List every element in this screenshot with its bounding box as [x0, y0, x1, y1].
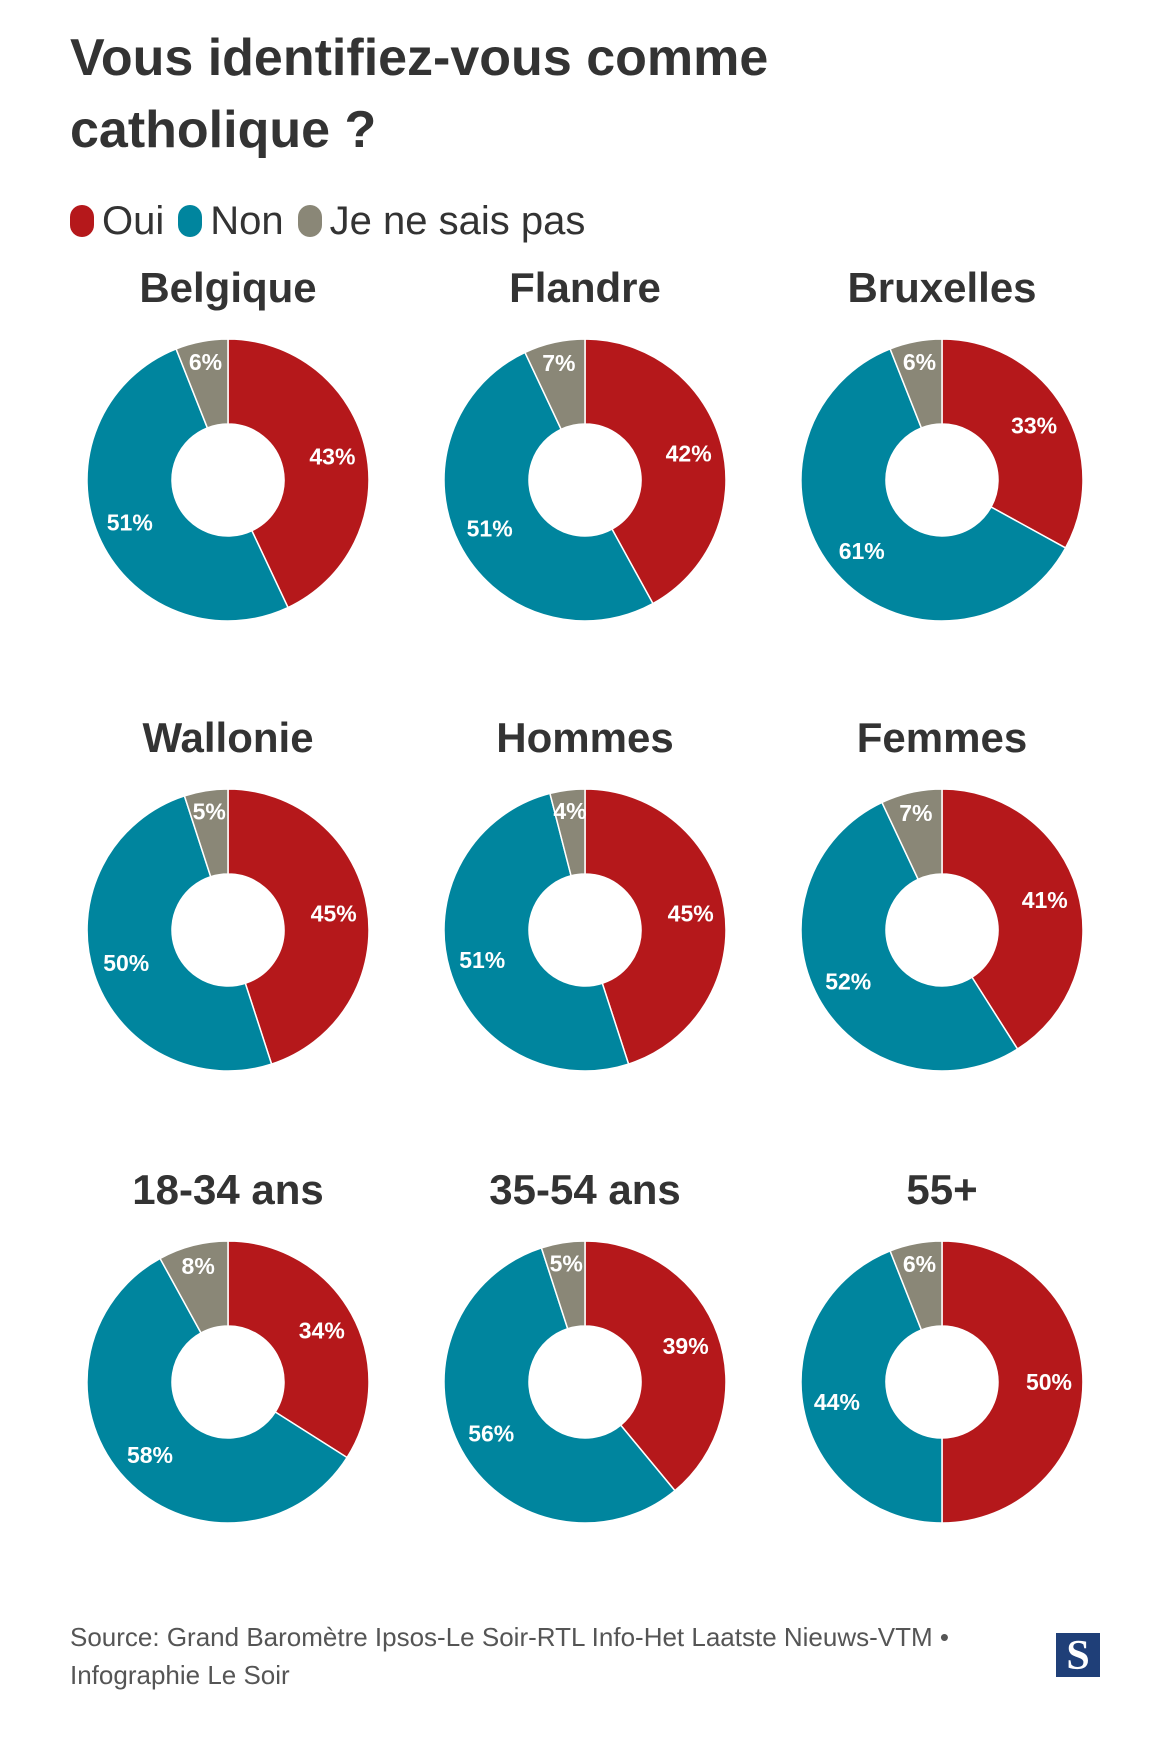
donut-slice-nsp	[549, 788, 586, 877]
donut-title: 35-54 ans	[489, 1166, 681, 1213]
donut-slice-oui	[227, 788, 370, 1066]
legend-item-oui: Oui	[70, 199, 164, 244]
donut-svg: 34% 58% 8%	[86, 1240, 370, 1524]
donut-svg: 45% 51% 4%	[443, 788, 727, 1072]
slice-label-non: 51%	[107, 509, 153, 535]
donut-slice-non	[800, 347, 1067, 622]
donut-slice-oui	[941, 338, 1084, 549]
donut-slice-oui	[941, 788, 1084, 1051]
donut-chart-55-plus: 55+ 50% 44% 6%	[762, 1162, 1122, 1542]
donut-svg: 50% 44% 6%	[800, 1240, 1084, 1524]
legend-swatch-oui	[70, 205, 94, 237]
legend-item-nsp: Je ne sais pas	[297, 198, 586, 244]
donut-title: Flandre	[509, 264, 661, 311]
slice-label-nsp: 5%	[193, 798, 226, 824]
legend-swatch-nsp	[297, 205, 322, 237]
donut-slice-oui	[584, 1240, 727, 1492]
donut-chart-flandre: Flandre 42% 51% 7%	[405, 260, 765, 640]
donut-slice-oui	[941, 1240, 1084, 1524]
donut-slice-oui	[584, 338, 727, 605]
donut-chart-femmes: Femmes 41% 52% 7%	[762, 710, 1122, 1090]
slice-label-nsp: 6%	[903, 349, 936, 375]
slice-label-non: 51%	[467, 516, 513, 542]
donut-svg: 41% 52% 7%	[800, 788, 1084, 1072]
donut-chart-belgique: Belgique 43% 51% 6%	[48, 260, 408, 640]
donut-svg: 39% 56% 5%	[443, 1240, 727, 1524]
donut-title: Wallonie	[142, 714, 314, 761]
donut-chart-hommes: Hommes 45% 51% 4%	[405, 710, 765, 1090]
slice-label-oui: 42%	[666, 440, 712, 466]
donut-slice-nsp	[523, 338, 586, 431]
donut-slice-nsp	[889, 1240, 943, 1331]
donut-title: 55+	[906, 1166, 978, 1213]
donut-svg: 33% 61% 6%	[800, 338, 1084, 622]
slice-label-non: 61%	[839, 538, 885, 564]
donut-slice-nsp	[540, 1240, 586, 1330]
donut-title: 18-34 ans	[132, 1166, 324, 1213]
donut-chart-18-34: 18-34 ans 34% 58% 8%	[48, 1162, 408, 1542]
slice-label-oui: 45%	[668, 900, 714, 926]
slice-label-non: 50%	[103, 950, 149, 976]
donut-chart-35-54: 35-54 ans 39% 56% 5%	[405, 1162, 765, 1542]
donut-slice-non	[800, 1249, 943, 1524]
donut-slice-oui	[227, 1240, 370, 1459]
donut-slice-oui	[227, 338, 370, 609]
donut-slice-nsp	[159, 1240, 229, 1334]
slice-label-non: 56%	[468, 1421, 514, 1447]
source-note: Source: Grand Baromètre Ipsos-Le Soir-RT…	[70, 1622, 949, 1690]
donut-chart-bruxelles: Bruxelles 33% 61% 6%	[762, 260, 1122, 640]
slice-label-oui: 45%	[311, 900, 357, 926]
donut-slice-nsp	[880, 788, 943, 881]
donut-slice-non	[86, 794, 273, 1072]
donut-slice-non	[86, 347, 290, 622]
slice-label-nsp: 7%	[899, 800, 932, 826]
legend-item-non: Non	[178, 198, 284, 244]
slice-label-nsp: 8%	[182, 1253, 215, 1279]
legend-label-non: Non	[210, 198, 284, 243]
donut-title: Belgique	[139, 264, 317, 311]
donut-svg: 43% 51% 6%	[86, 338, 370, 622]
le-soir-logo: S	[1056, 1633, 1100, 1679]
slice-label-non: 52%	[825, 969, 871, 995]
donut-slice-non	[443, 351, 654, 622]
donut-slice-non	[86, 1257, 349, 1524]
slice-label-non: 44%	[814, 1389, 860, 1415]
legend-label-nsp: Je ne sais pas	[329, 198, 586, 243]
slice-label-nsp: 6%	[903, 1251, 936, 1277]
slice-label-oui: 50%	[1026, 1369, 1072, 1395]
donut-svg: 42% 51% 7%	[443, 338, 727, 622]
slice-label-oui: 39%	[663, 1333, 709, 1359]
legend-label-oui: Oui	[102, 198, 165, 243]
donut-title: Hommes	[496, 714, 674, 761]
donut-slice-nsp	[889, 338, 943, 429]
donut-slice-non	[443, 1246, 676, 1524]
donut-chart-wallonie: Wallonie 45% 50% 5%	[48, 710, 408, 1090]
slice-label-non: 58%	[127, 1442, 173, 1468]
legend-swatch-non	[178, 205, 203, 237]
donut-slice-oui	[584, 788, 727, 1066]
donut-slice-non	[443, 792, 630, 1072]
slice-label-nsp: 5%	[550, 1250, 583, 1276]
chart-title: Vous identifiez-vous comme catholique ?	[70, 29, 769, 159]
slice-label-oui: 33%	[1011, 413, 1057, 439]
donut-svg: 45% 50% 5%	[86, 788, 370, 1072]
donut-title: Femmes	[856, 714, 1028, 761]
slice-label-oui: 41%	[1022, 887, 1068, 913]
slice-label-nsp: 7%	[542, 350, 575, 376]
donut-slice-nsp	[175, 338, 229, 429]
donut-title: Bruxelles	[847, 264, 1037, 311]
slice-label-oui: 34%	[299, 1317, 345, 1343]
slice-label-oui: 43%	[309, 444, 355, 470]
donut-slice-non	[800, 801, 1019, 1072]
legend: Oui Non Je ne sais pas	[70, 196, 599, 246]
slice-label-non: 51%	[459, 947, 505, 973]
slice-label-nsp: 4%	[553, 798, 586, 824]
slice-label-nsp: 6%	[189, 349, 222, 375]
donut-slice-nsp	[183, 788, 229, 878]
